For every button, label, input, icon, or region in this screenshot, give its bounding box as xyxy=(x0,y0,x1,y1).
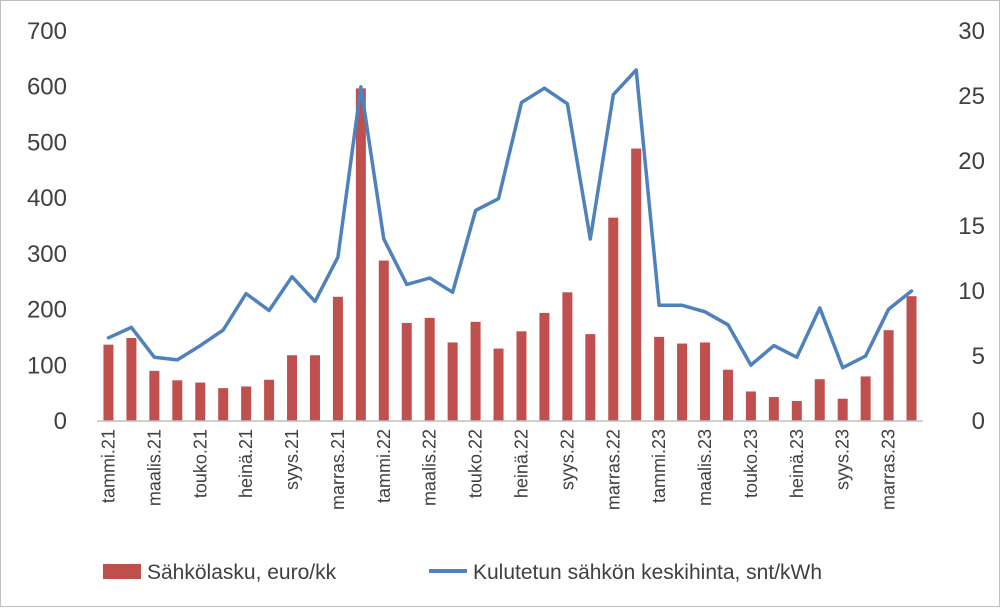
x-axis-tick-label: heinä.22 xyxy=(512,429,532,498)
x-axis-ticks: tammi.21 maalis.21 touko.21 heinä.21 syys.21… xyxy=(99,429,899,510)
bar xyxy=(745,391,756,421)
legend: Sähkölasku, euro/kk Kulutetun sähkön kes… xyxy=(103,561,822,584)
bar xyxy=(516,331,527,421)
left-axis-ticks: 0 100 200 300 400 500 600 700 xyxy=(27,18,67,435)
x-axis-tick-label: marras.21 xyxy=(328,429,348,510)
bar xyxy=(241,386,252,421)
bar xyxy=(837,398,848,421)
bar xyxy=(883,330,894,421)
bar xyxy=(470,321,481,421)
bar xyxy=(677,343,688,421)
bar xyxy=(195,382,206,421)
bar xyxy=(562,292,573,421)
right-axis-tick-label: 5 xyxy=(972,343,985,370)
left-axis-tick-label: 0 xyxy=(54,408,67,435)
left-axis-tick-label: 600 xyxy=(27,74,67,101)
bar xyxy=(401,322,412,421)
bar xyxy=(126,337,137,421)
bar xyxy=(814,379,825,421)
bar xyxy=(447,342,458,421)
left-axis-tick-label: 300 xyxy=(27,241,67,268)
bar xyxy=(860,376,871,421)
x-axis-tick-label: syys.21 xyxy=(282,429,302,490)
price-line xyxy=(106,68,914,370)
bar xyxy=(768,397,779,421)
right-axis-tick-label: 10 xyxy=(958,278,985,305)
left-axis-tick-label: 500 xyxy=(27,129,67,156)
x-axis-tick-label: heinä.23 xyxy=(787,429,807,498)
bar xyxy=(309,355,320,421)
left-axis-tick-label: 100 xyxy=(27,352,67,379)
bar xyxy=(264,379,275,421)
x-axis-tick-label: marras.22 xyxy=(603,429,623,510)
right-axis-tick-label: 30 xyxy=(958,18,985,45)
x-axis-tick-label: maalis.23 xyxy=(695,429,715,506)
bar xyxy=(700,342,711,421)
bar xyxy=(355,88,366,421)
bar xyxy=(287,355,298,421)
bar xyxy=(149,370,160,421)
x-axis-tick-label: touko.23 xyxy=(741,429,761,498)
bar xyxy=(172,380,183,421)
bar xyxy=(906,296,917,421)
left-axis-tick-label: 400 xyxy=(27,185,67,212)
x-axis-tick-label: syys.23 xyxy=(833,429,853,490)
x-axis-tick-label: maalis.22 xyxy=(420,429,440,506)
bar xyxy=(378,260,389,421)
line-series xyxy=(106,68,914,370)
x-axis-tick-label: tammi.22 xyxy=(374,429,394,503)
bar xyxy=(608,217,619,421)
right-axis-tick-label: 20 xyxy=(958,148,985,175)
x-axis-tick-label: tammi.21 xyxy=(99,429,119,503)
x-axis-tick-label: touko.22 xyxy=(466,429,486,498)
bar xyxy=(791,400,802,421)
bar xyxy=(218,388,229,421)
x-axis-tick-label: touko.21 xyxy=(190,429,210,498)
bar xyxy=(332,296,343,421)
bar-series xyxy=(103,88,917,422)
legend-bar-label: Sähkölasku, euro/kk xyxy=(147,561,337,584)
x-axis-tick-label: heinä.21 xyxy=(236,429,256,498)
right-axis-ticks: 0 5 10 15 20 25 30 xyxy=(958,18,985,435)
legend-bar-swatch xyxy=(103,564,141,579)
x-axis-tick-label: syys.22 xyxy=(557,429,577,490)
bar xyxy=(722,369,733,421)
legend-line-label: Kulutetun sähkön keskihinta, snt/kWh xyxy=(473,561,822,584)
bar xyxy=(424,317,435,421)
x-axis-tick-label: maalis.21 xyxy=(144,429,164,506)
right-axis-tick-label: 15 xyxy=(958,213,985,240)
left-axis-tick-label: 700 xyxy=(27,18,67,45)
x-axis-tick-label: marras.23 xyxy=(879,429,899,510)
x-axis-tick-label: tammi.23 xyxy=(649,429,669,503)
bar xyxy=(654,336,665,421)
bar xyxy=(539,312,550,421)
right-axis-tick-label: 0 xyxy=(972,408,985,435)
bar xyxy=(631,148,642,422)
bar xyxy=(493,348,504,421)
right-axis-tick-label: 25 xyxy=(958,83,985,110)
left-axis-tick-label: 200 xyxy=(27,297,67,324)
bar xyxy=(585,334,596,421)
bar xyxy=(103,344,114,421)
